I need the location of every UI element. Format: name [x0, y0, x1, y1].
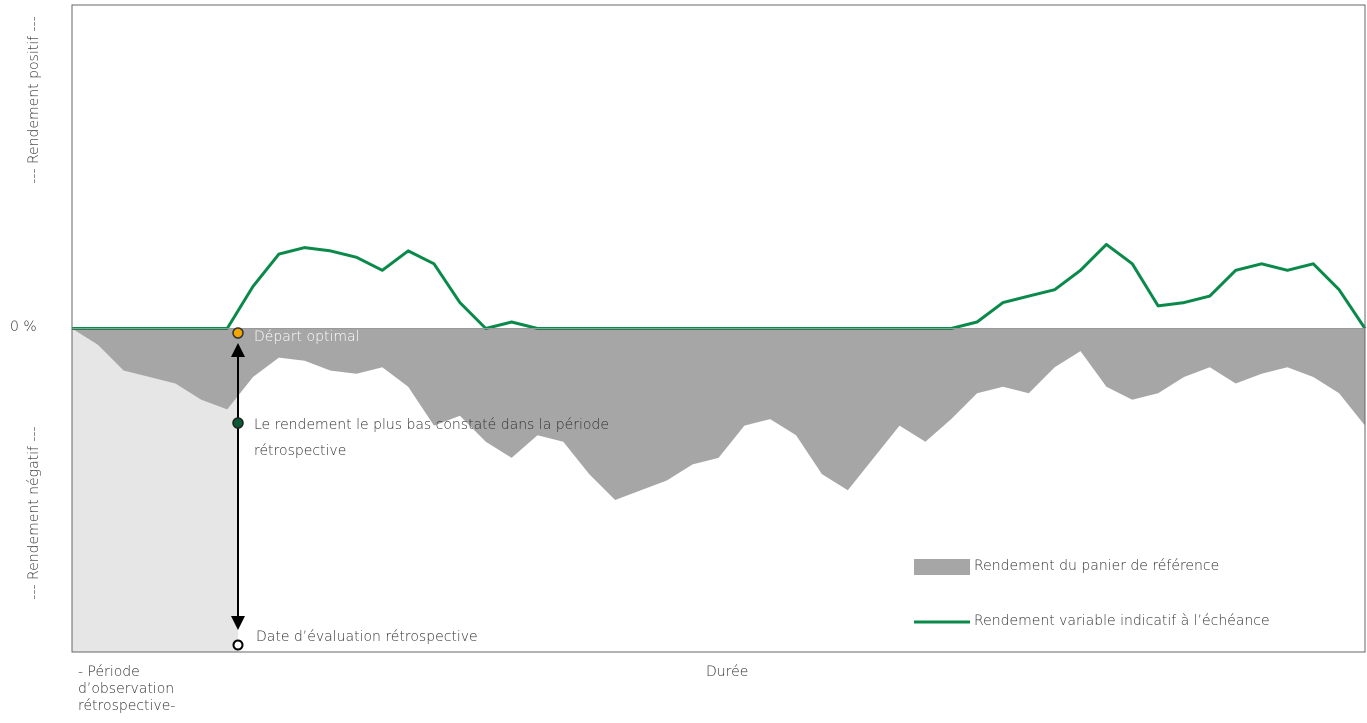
legend-swatch — [914, 559, 970, 575]
lookback-label: - Période d’observation rétrospective- — [78, 664, 176, 714]
arrow-head — [231, 343, 245, 357]
marker — [232, 417, 244, 429]
y-label-positive: --- Rendement positif --- — [26, 16, 42, 184]
legend-label: Rendement variable indicatif à l’échéanc… — [974, 613, 1270, 629]
marker — [232, 327, 244, 339]
y-tick-label: 0 % — [10, 319, 37, 335]
plot-frame — [71, 4, 1366, 653]
annotation: Départ optimal — [254, 329, 360, 345]
y-label-negative: --- Rendement négatif --- — [26, 426, 42, 600]
annotation: Date d’évaluation rétrospective — [256, 629, 478, 645]
annotation: Le rendement le plus bas constaté dans l… — [254, 417, 609, 459]
arrow-head — [231, 616, 245, 630]
x-axis-label: Durée — [706, 664, 749, 680]
legend-label: Rendement du panier de référence — [974, 558, 1220, 574]
marker — [232, 639, 244, 651]
area — [72, 328, 1365, 500]
line — [72, 242, 1367, 330]
